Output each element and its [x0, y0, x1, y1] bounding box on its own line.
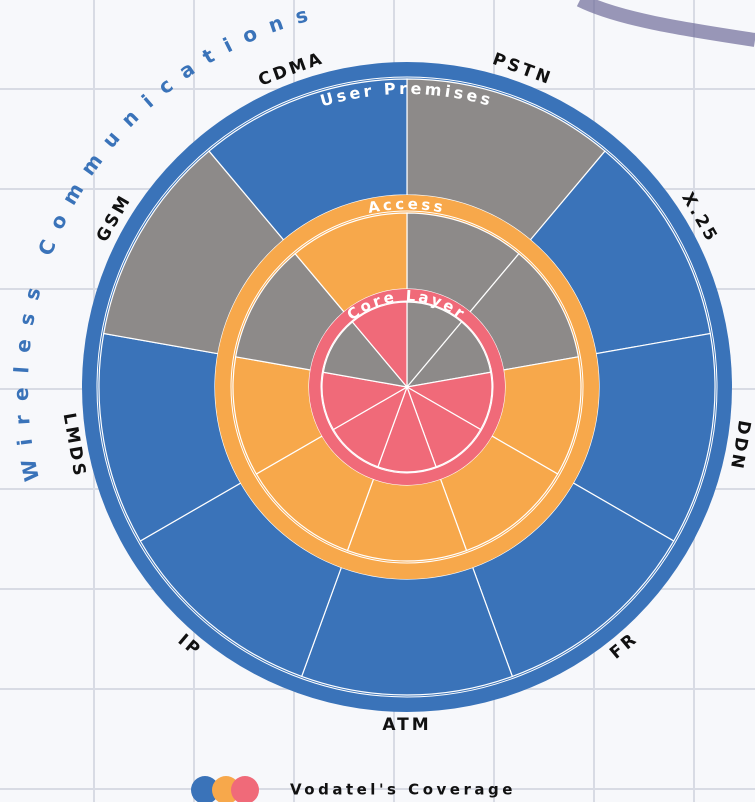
- legend-dot: [191, 776, 219, 802]
- legend-label: Vodatel's Coverage: [290, 781, 516, 799]
- legend-dot: [231, 776, 259, 802]
- segment-label: ATM: [382, 715, 431, 735]
- ring-label: Access: [366, 194, 447, 216]
- ring-line: [320, 300, 494, 474]
- segment: [351, 301, 408, 389]
- ring-line: [96, 76, 718, 698]
- ring-line: [230, 210, 584, 564]
- cable: [576, 0, 755, 47]
- ring-label-text: Access: [366, 194, 444, 216]
- legend: Vodatel's Coverage: [191, 776, 516, 802]
